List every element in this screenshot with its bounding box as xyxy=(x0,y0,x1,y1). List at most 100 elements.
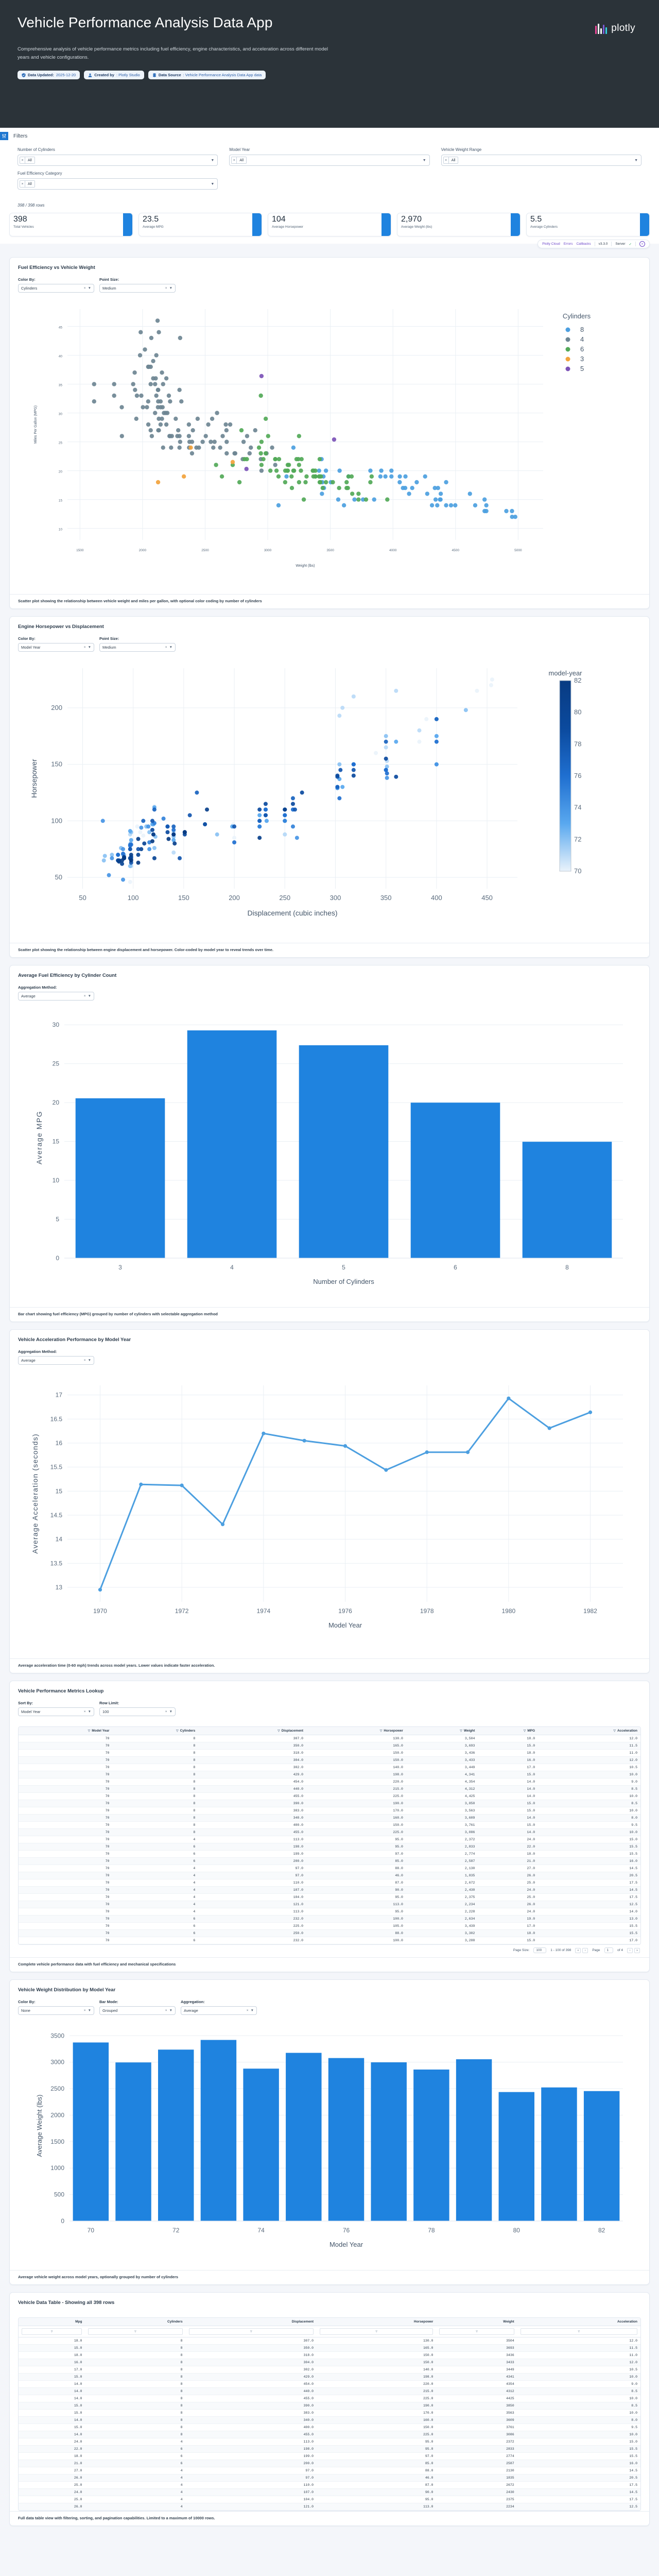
filter-chip[interactable]: × All xyxy=(20,157,35,164)
table-row[interactable]: 70 8 440.0 215.0 4,312 14.0 8.5 xyxy=(19,1785,640,1793)
table-row[interactable]: 70 8 390.0 190.0 3,850 15.0 8.5 xyxy=(19,1800,640,1807)
table-column-header[interactable]: ▽ Cylinders xyxy=(112,1727,199,1735)
table-column-header[interactable]: ▽ Model Year xyxy=(19,1727,113,1735)
table-row[interactable]: 22.0 6 198.0 95.0 2833 15.5 xyxy=(19,2445,640,2453)
filter-icon[interactable]: ▽ xyxy=(439,2328,514,2335)
table-row[interactable]: 70 8 350.0 165.0 3,693 15.0 11.5 xyxy=(19,1742,640,1750)
table-row[interactable]: 16.0 8 304.0 150.0 3433 12.0 xyxy=(19,2359,640,2366)
filter-chip[interactable]: × All xyxy=(231,157,247,164)
chevron-down-icon[interactable]: ▼ xyxy=(169,2009,172,2012)
table-column-header[interactable]: Horsepower xyxy=(317,2318,437,2326)
table-row[interactable]: 70 8 400.0 150.0 3,761 15.0 9.5 xyxy=(19,1821,640,1829)
column-filter-cell[interactable]: ▽ xyxy=(436,2326,517,2337)
filter-select[interactable]: × All ▼ xyxy=(18,155,218,166)
chevron-down-icon[interactable]: ▼ xyxy=(88,1359,91,1362)
filter-icon[interactable]: ▽ xyxy=(278,1730,280,1733)
table-row[interactable]: 18.0 8 318.0 150.0 3436 11.0 xyxy=(19,2351,640,2359)
table-row[interactable]: 70 4 113.0 95.0 2,372 24.0 15.0 xyxy=(19,1836,640,1843)
datatable-wrap[interactable]: Mpg Cylinders Displacement Horsepower Weight… xyxy=(18,2317,641,2511)
table-row[interactable]: 14.0 8 455.0 225.0 4425 10.0 xyxy=(19,2395,640,2402)
filter-icon[interactable]: ▽ xyxy=(176,1730,179,1733)
sort-by-select[interactable]: Model Year × ▼ xyxy=(18,1707,94,1716)
chevron-down-icon[interactable]: ▼ xyxy=(211,158,215,162)
filter-icon[interactable]: ▽ xyxy=(523,1730,526,1733)
column-filter-cell[interactable]: ▽ xyxy=(85,2326,186,2337)
color-by-select[interactable]: Cylinders × ▼ xyxy=(18,284,94,293)
filter-icon[interactable]: ▽ xyxy=(460,1730,462,1733)
column-filter-cell[interactable]: ▽ xyxy=(517,2326,640,2337)
clear-icon[interactable]: × xyxy=(83,1359,86,1362)
table-row[interactable]: 15.0 8 350.0 165.0 3693 11.5 xyxy=(19,2344,640,2352)
table-row[interactable]: 21.0 6 200.0 85.0 2587 16.0 xyxy=(19,2460,640,2467)
table-column-header[interactable]: ▽ Horsepower xyxy=(306,1727,406,1735)
table-filter-row[interactable]: ▽ ▽ ▽ ▽ ▽ ▽ xyxy=(19,2326,640,2337)
table-row[interactable]: 70 8 318.0 150.0 3,436 18.0 11.0 xyxy=(19,1749,640,1757)
bar-mode-select[interactable]: Grouped × ▼ xyxy=(99,2006,176,2015)
dev-toolbar[interactable]: Plotly Cloud Errors Callbacks v3.3.0 Ser… xyxy=(537,240,650,248)
filter-icon[interactable]: ▽ xyxy=(88,2328,183,2335)
table-row[interactable]: 24.0 4 113.0 95.0 2372 15.0 xyxy=(19,2438,640,2446)
table-row[interactable]: 25.0 4 104.0 95.0 2375 17.5 xyxy=(19,2496,640,2503)
table-row[interactable]: 15.0 8 383.0 170.0 3563 10.0 xyxy=(19,2409,640,2417)
table-column-header[interactable]: ▽ MPG xyxy=(478,1727,539,1735)
clear-icon[interactable]: × xyxy=(20,157,25,163)
table-row[interactable]: 70 4 97.0 88.0 2,130 27.0 14.5 xyxy=(19,1865,640,1872)
chevron-down-icon[interactable]: ▼ xyxy=(88,286,91,290)
scatter1-plot[interactable]: 10 15 20 25 30 35 40 45 1500 2000 2500 3000 3500 4000… xyxy=(18,298,641,589)
table-row[interactable]: 15.0 8 390.0 190.0 3850 8.5 xyxy=(19,2402,640,2410)
lookup-table-wrap[interactable]: ▽ Model Year ▽ Cylinders ▽ Displacement ▽ Horse… xyxy=(18,1726,641,1945)
plotly-cloud-button[interactable]: Plotly Cloud xyxy=(542,242,560,246)
filter-chip[interactable]: × All xyxy=(20,180,35,188)
chevron-down-icon[interactable]: ▼ xyxy=(634,158,638,162)
column-filter-cell[interactable]: ▽ xyxy=(317,2326,437,2337)
table-row[interactable]: 70 6 199.0 97.0 2,774 18.0 15.5 xyxy=(19,1850,640,1858)
table-row[interactable]: 70 6 198.0 95.0 2,833 22.0 15.5 xyxy=(19,1843,640,1851)
table-row[interactable]: 17.0 8 302.0 140.0 3449 10.5 xyxy=(19,2366,640,2374)
filter-select[interactable]: × All ▼ xyxy=(229,155,430,166)
page-size-select[interactable]: 100 xyxy=(533,1947,547,1953)
table-row[interactable]: 70 8 304.0 150.0 3,433 16.0 12.0 xyxy=(19,1756,640,1764)
chevron-down-icon[interactable]: ▼ xyxy=(250,2009,254,2012)
chevron-down-icon[interactable]: ▼ xyxy=(88,646,91,649)
filter-icon[interactable]: ▽ xyxy=(379,1730,383,1733)
table-row[interactable]: 70 4 107.0 90.0 2,430 24.0 14.5 xyxy=(19,1886,640,1894)
table-column-header[interactable]: Displacement xyxy=(185,2318,317,2326)
table-column-header[interactable]: Mpg xyxy=(19,2318,85,2326)
table-row[interactable]: 70 8 307.0 130.0 3,504 18.0 12.0 xyxy=(19,1735,640,1742)
clear-icon[interactable]: × xyxy=(83,994,86,998)
errors-button[interactable]: Errors xyxy=(563,242,573,246)
clear-icon[interactable]: × xyxy=(83,2009,86,2012)
pager-arrows-next[interactable]: › » xyxy=(627,1947,640,1953)
first-page-button[interactable]: « xyxy=(575,1947,581,1953)
table-row[interactable]: 26.0 4 121.0 113.0 2234 12.5 xyxy=(19,2503,640,2511)
column-filter-cell[interactable]: ▽ xyxy=(185,2326,317,2337)
table-row[interactable]: 70 8 455.0 225.0 3,086 14.0 10.0 xyxy=(19,1828,640,1836)
filter-select[interactable]: × All ▼ xyxy=(18,178,218,190)
column-filter-cell[interactable]: ▽ xyxy=(19,2326,85,2337)
clear-icon[interactable]: × xyxy=(246,2009,249,2012)
chevron-down-icon[interactable]: ▼ xyxy=(169,286,172,290)
last-page-button[interactable]: » xyxy=(634,1947,640,1953)
table-row[interactable]: 14.0 8 440.0 215.0 4312 8.5 xyxy=(19,2387,640,2395)
aggregation-select[interactable]: Average × ▼ xyxy=(18,1356,94,1365)
barchart-plot[interactable]: 0 5 10 15 20 25 30 3 4 5 6 8 Number of Cylinders Aver… xyxy=(18,1006,641,1302)
point-size-select[interactable]: Medium × ▼ xyxy=(99,284,176,293)
table-row[interactable]: 70 6 232.0 100.0 2,634 19.0 13.0 xyxy=(19,1915,640,1923)
table-row[interactable]: 70 4 104.0 95.0 2,375 25.0 17.5 xyxy=(19,1893,640,1901)
table-row[interactable]: 15.0 8 400.0 150.0 3761 9.5 xyxy=(19,2424,640,2431)
clear-icon[interactable]: × xyxy=(165,286,167,290)
table-row[interactable]: 70 4 97.0 46.0 1,835 26.0 20.5 xyxy=(19,1872,640,1879)
weightbar-plot[interactable]: 0 500 1000 1500 2000 2500 3000 3500 70 72 74 76 78 80… xyxy=(18,2020,641,2265)
table-row[interactable]: 15.0 8 429.0 198.0 4341 10.0 xyxy=(19,2373,640,2381)
clear-icon[interactable]: × xyxy=(83,286,86,290)
aggregation-select[interactable]: Average × ▼ xyxy=(18,992,94,1001)
clear-icon[interactable]: × xyxy=(443,157,449,163)
chevron-down-icon[interactable]: ▼ xyxy=(169,1710,172,1714)
chevron-down-icon[interactable]: ▼ xyxy=(88,994,91,998)
chevron-down-icon[interactable]: ▼ xyxy=(88,1710,91,1714)
table-row[interactable]: 27.0 4 97.0 88.0 2130 14.5 xyxy=(19,2467,640,2475)
expand-icon[interactable]: » xyxy=(639,241,645,247)
filter-icon[interactable]: ▽ xyxy=(320,2328,433,2335)
table-row[interactable]: 25.0 4 110.0 87.0 2672 17.5 xyxy=(19,2481,640,2489)
clear-icon[interactable]: × xyxy=(165,646,167,649)
